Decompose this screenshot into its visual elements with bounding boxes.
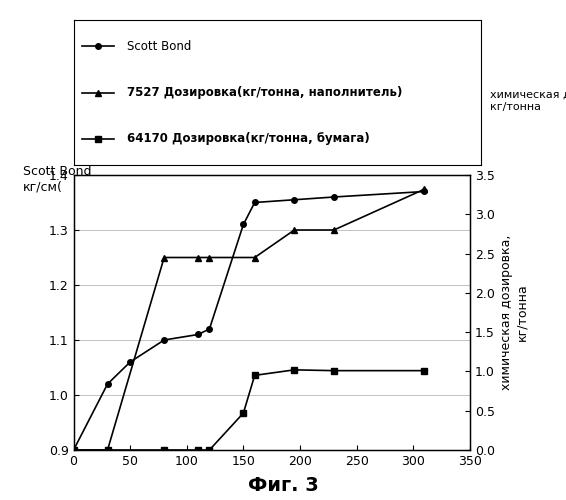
Scott Bond [195,332,201,338]
Text: 7527 Дозировка(кг/тонна, наполнитель): 7527 Дозировка(кг/тонна, наполнитель) [127,86,402,99]
7527 Дозировка(кг/тонна, наполнитель) [104,447,111,453]
Scott Bond [421,188,428,194]
Scott Bond [70,447,77,453]
Line: 7527 Дозировка(кг/тонна, наполнитель): 7527 Дозировка(кг/тонна, наполнитель) [70,186,428,454]
64170 Дозировка(кг/тонна, бумага) [421,368,428,374]
Scott Bond [240,222,247,228]
Text: химическая дозировка,
кг/тонна: химическая дозировка, кг/тонна [490,90,566,112]
64170 Дозировка(кг/тонна, бумага) [195,447,201,453]
Scott Bond [331,194,337,200]
7527 Дозировка(кг/тонна, наполнитель) [161,254,168,260]
7527 Дозировка(кг/тонна, наполнитель) [195,254,201,260]
64170 Дозировка(кг/тонна, бумага) [331,368,337,374]
7527 Дозировка(кг/тонна, наполнитель) [206,254,213,260]
7527 Дозировка(кг/тонна, наполнитель) [421,186,428,192]
Scott Bond [291,196,298,203]
Text: Scott Bond
кг/см(: Scott Bond кг/см( [23,165,91,193]
Line: 64170 Дозировка(кг/тонна, бумага): 64170 Дозировка(кг/тонна, бумага) [71,367,427,453]
Scott Bond [251,200,258,205]
Line: Scott Bond: Scott Bond [71,188,427,453]
64170 Дозировка(кг/тонна, бумага) [161,447,168,453]
64170 Дозировка(кг/тонна, бумага) [104,447,111,453]
64170 Дозировка(кг/тонна, бумага) [251,372,258,378]
7527 Дозировка(кг/тонна, наполнитель) [251,254,258,260]
64170 Дозировка(кг/тонна, бумага) [240,410,247,416]
7527 Дозировка(кг/тонна, наполнитель) [70,447,77,453]
Text: 64170 Дозировка(кг/тонна, бумага): 64170 Дозировка(кг/тонна, бумага) [127,132,369,145]
64170 Дозировка(кг/тонна, бумага) [206,447,213,453]
7527 Дозировка(кг/тонна, наполнитель) [291,227,298,233]
7527 Дозировка(кг/тонна, наполнитель) [331,227,337,233]
Scott Bond [206,326,213,332]
Text: Scott Bond: Scott Bond [127,40,191,52]
64170 Дозировка(кг/тонна, бумага) [70,447,77,453]
Text: Фиг. 3: Фиг. 3 [248,476,318,495]
Scott Bond [161,337,168,343]
Y-axis label: химическая дозировка,
кг/тонна: химическая дозировка, кг/тонна [500,235,528,390]
Scott Bond [127,359,134,365]
64170 Дозировка(кг/тонна, бумага) [291,367,298,373]
Scott Bond [104,381,111,387]
